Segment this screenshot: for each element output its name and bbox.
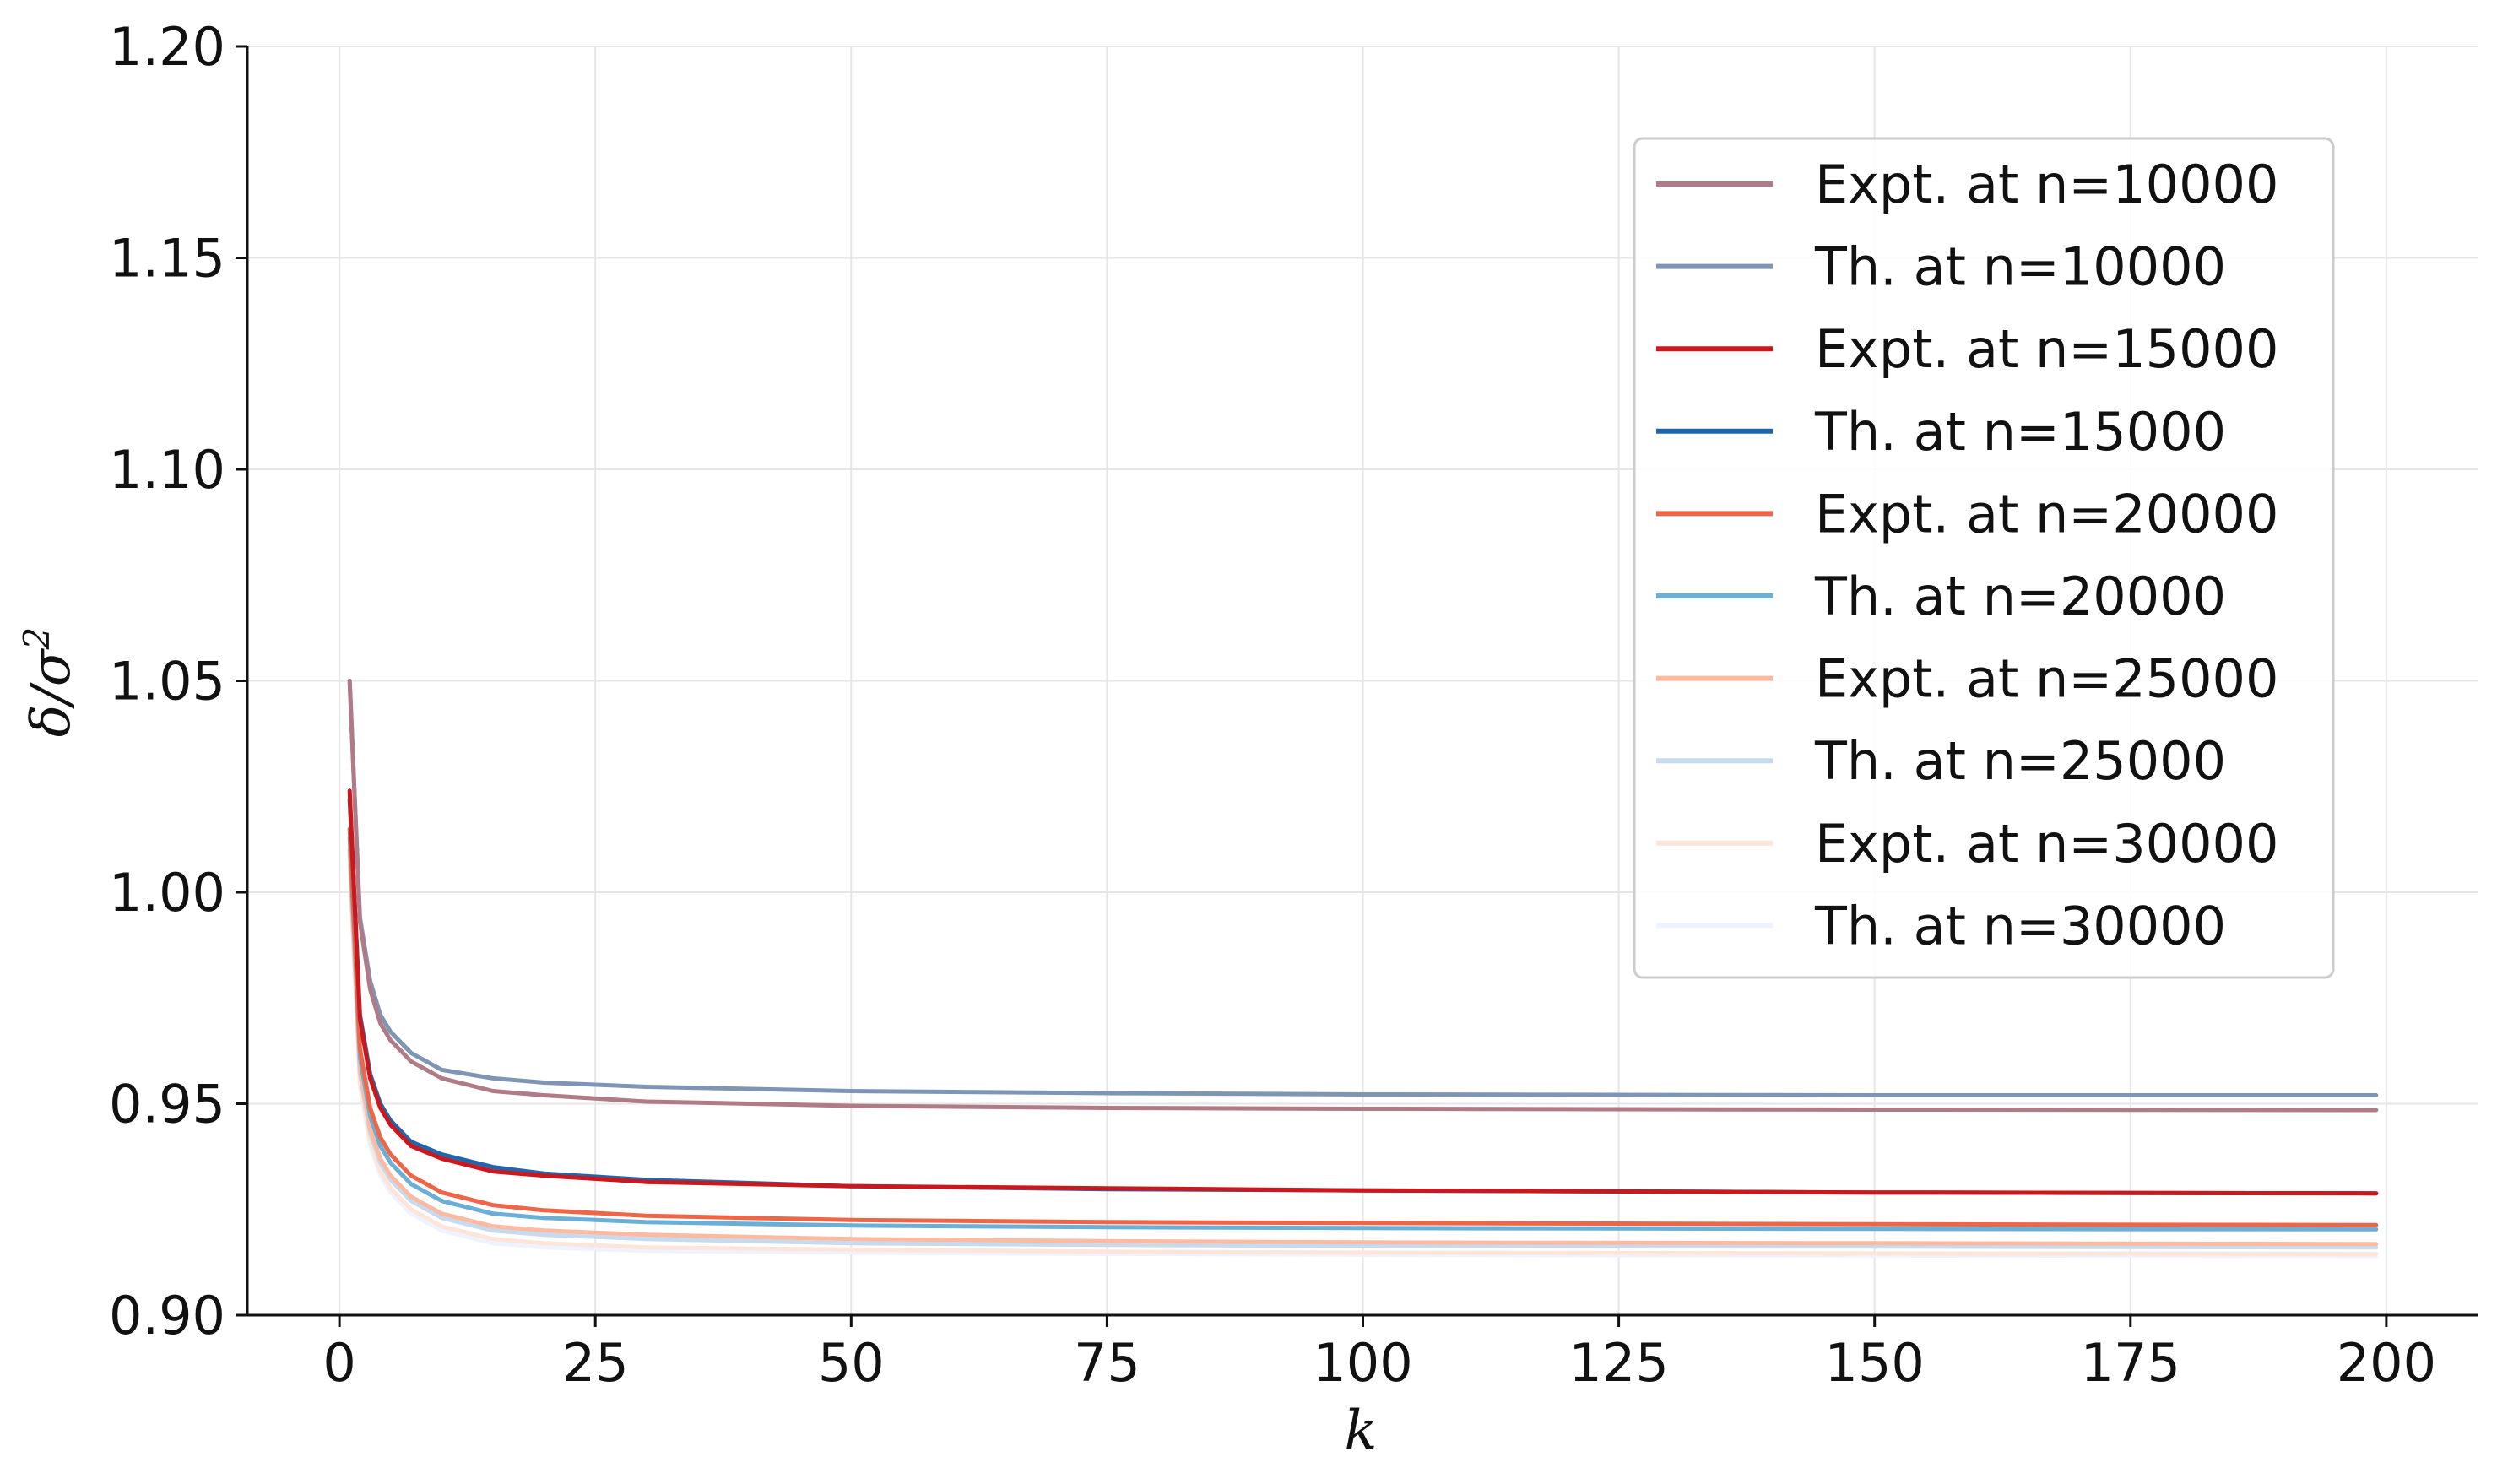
legend-label: Expt. at n=25000 [1815, 648, 2278, 710]
x-tick-label: 75 [1074, 1332, 1140, 1394]
x-tick-label: 175 [2081, 1332, 2180, 1394]
y-axis-label: δ/σ2 [16, 627, 83, 738]
legend-label: Th. at n=30000 [1814, 895, 2226, 956]
legend-label: Th. at n=10000 [1814, 236, 2226, 298]
y-axis-label-superscript: 2 [16, 627, 57, 651]
y-axis-label-main: δ/σ [20, 647, 83, 737]
x-axis-label: k [1345, 1400, 1378, 1462]
legend-label: Th. at n=25000 [1814, 730, 2226, 792]
x-tick-label: 125 [1568, 1332, 1668, 1394]
series-line [347, 826, 2379, 1227]
y-tick-label: 0.90 [109, 1285, 225, 1346]
ticks: 0 25 50 75 100 125 150 175 200 0.90 0.95 1.00 1.05 1.… [109, 16, 2436, 1394]
series-line [347, 848, 2379, 1247]
x-tick-label: 200 [2337, 1332, 2436, 1394]
series-line [347, 788, 2379, 1196]
legend: Expt. at n=10000 Th. at n=10000 Expt. at n… [1633, 137, 2335, 979]
legend-label: Th. at n=20000 [1814, 566, 2226, 627]
series-layer [347, 679, 2379, 1259]
x-tick-label: 0 [322, 1332, 355, 1394]
x-tick-label: 50 [818, 1332, 885, 1394]
y-tick-label: 1.05 [109, 651, 225, 712]
legend-label: Expt. at n=30000 [1815, 813, 2278, 875]
x-tick-label: 150 [1825, 1332, 1925, 1394]
y-tick-label: 1.00 [109, 862, 225, 923]
series-line [347, 679, 2379, 1113]
series-line [347, 835, 2379, 1232]
series-line [347, 679, 2379, 1097]
legend-label: Expt. at n=20000 [1815, 483, 2278, 544]
x-tick-label: 100 [1313, 1332, 1412, 1394]
legend-label: Expt. at n=10000 [1815, 154, 2278, 215]
legend-label: Th. at n=15000 [1814, 401, 2226, 463]
legend-label: Expt. at n=15000 [1815, 318, 2278, 380]
legend-box [1633, 137, 2335, 979]
y-tick-label: 1.10 [109, 439, 225, 501]
y-tick-label: 1.20 [109, 16, 225, 78]
y-tick-label: 1.15 [109, 228, 225, 290]
y-tick-label: 0.95 [109, 1074, 225, 1135]
series-line [347, 860, 2379, 1256]
x-tick-label: 25 [562, 1332, 629, 1394]
